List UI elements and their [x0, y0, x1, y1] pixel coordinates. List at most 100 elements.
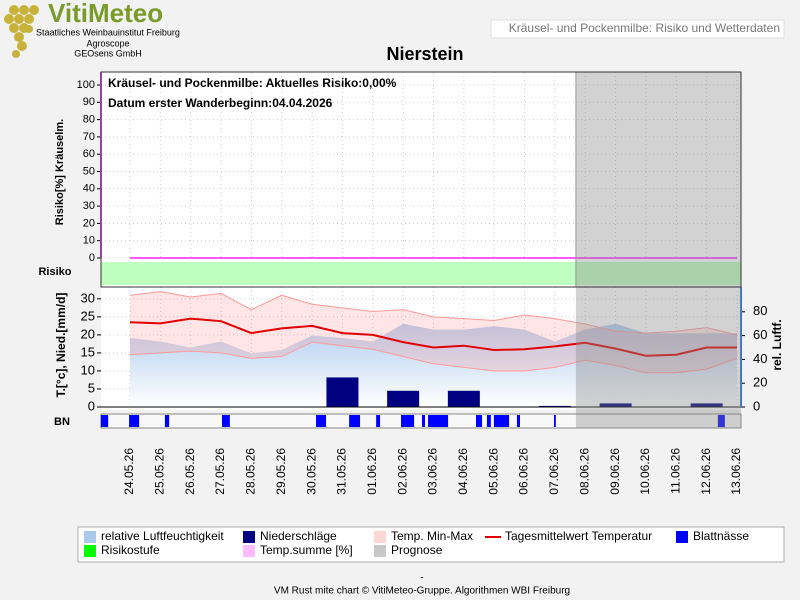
legend-label: relative Luftfeuchtigkeit: [101, 529, 224, 543]
legend-box: [77, 526, 785, 563]
y-tick-label: 100: [77, 79, 95, 91]
x-tick-label: 04.06.26: [456, 448, 470, 495]
y-tick-label: 60: [83, 148, 95, 160]
leaf-wetness: [493, 415, 510, 427]
page-title: Kräusel- und Pockenmilbe: Risiko und Wet…: [509, 21, 780, 35]
legend-label: Prognose: [391, 543, 443, 557]
footer-dash: -: [420, 573, 423, 584]
legend-label: Temp.summe [%]: [260, 543, 353, 557]
leaf-wetness: [129, 415, 140, 427]
precip-bar: [326, 377, 359, 407]
risk-strip: [101, 262, 741, 285]
precip-bar: [447, 390, 480, 407]
x-tick-label: 05.06.26: [486, 448, 500, 495]
annotation: Datum erster Wanderbeginn:04.04.2026: [108, 96, 333, 110]
legend-label: Blattnässe: [693, 529, 749, 543]
min-max-band: [130, 291, 737, 373]
org-line: Staatliches Weinbauinstitut Freiburg: [36, 27, 180, 37]
x-tick-label: 07.06.26: [547, 448, 561, 495]
leaf-wetness: [100, 415, 109, 427]
precip-bar: [538, 405, 571, 407]
x-tick-label: 12.06.26: [699, 448, 713, 495]
precip-bar: [599, 403, 632, 407]
title-box: [490, 19, 785, 39]
annotation: Kräusel- und Pockenmilbe: Aktuelles Risi…: [108, 76, 397, 90]
x-tick-label: 11.06.26: [668, 448, 682, 494]
x-tick-label: 30.05.26: [304, 448, 318, 495]
x-tick-label: 10.06.26: [638, 448, 652, 495]
y2-axis-label: rel. Luftf.: [770, 319, 784, 370]
precip-bar: [387, 390, 420, 407]
bn-label: BN: [54, 416, 70, 428]
x-tick-label: 27.05.26: [213, 448, 227, 495]
temp-min-line: [129, 341, 738, 374]
legend-swatch: [243, 545, 255, 557]
leaf-wetness: [401, 415, 415, 427]
legend-label: Tagesmittelwert Temperatur: [505, 529, 652, 543]
leaf-wetness: [164, 415, 170, 427]
x-tick-label: 03.06.26: [426, 448, 440, 495]
humidity-area: [130, 323, 737, 407]
x-tick-label: 26.05.26: [183, 448, 197, 495]
legend-swatch: [84, 545, 96, 557]
temp-mean-line: [129, 317, 737, 357]
leaf-wetness: [421, 415, 426, 427]
org-line: GEOsens GmbH: [74, 48, 142, 58]
y2-tick-label: 60: [753, 327, 767, 342]
y2-tick-label: 0: [753, 398, 760, 413]
y2-tick-label: 20: [753, 375, 767, 390]
x-tick-label: 25.05.26: [153, 448, 167, 495]
y-tick-label: 15: [81, 344, 95, 359]
org-line: Agroscope: [86, 38, 129, 48]
legend-swatch: [84, 531, 96, 543]
y-tick-label: 25: [81, 308, 95, 323]
x-tick-label: 29.05.26: [274, 448, 288, 495]
x-tick-label: 02.06.26: [395, 448, 409, 495]
y-tick-label: 90: [83, 96, 95, 108]
legend-label: Risikostufe: [101, 543, 160, 557]
y-tick-label: 40: [83, 183, 95, 195]
x-tick-label: 13.06.26: [729, 448, 743, 495]
legend-swatch: [374, 545, 386, 557]
y-tick-label: 5: [88, 380, 95, 395]
y-tick-label: 70: [83, 131, 95, 143]
chart-title: Nierstein: [386, 44, 463, 64]
leaf-wetness: [553, 415, 556, 427]
risk-label: Risiko: [38, 266, 71, 278]
x-tick-label: 09.06.26: [608, 448, 622, 495]
y-tick-label: 0: [88, 398, 95, 413]
leaf-wetness: [221, 415, 230, 427]
legend-swatch: [374, 531, 386, 543]
logo-text: VitiMeteo: [48, 0, 163, 28]
leaf-wetness: [475, 415, 483, 427]
y-axis-label: Risiko[%] Kräuselm.: [54, 119, 66, 225]
y-tick-label: 20: [81, 326, 95, 341]
x-tick-label: 06.06.26: [517, 448, 531, 495]
legend-swatch: [243, 531, 255, 543]
logo-grapes: [4, 5, 39, 58]
y-tick-label: 50: [83, 165, 95, 177]
y-tick-label: 30: [83, 200, 95, 212]
y-tick-label: 10: [83, 235, 95, 247]
legend-swatch: [676, 531, 688, 543]
x-tick-label: 01.06.26: [365, 448, 379, 495]
y2-tick-label: 80: [753, 303, 767, 318]
leaf-wetness: [516, 415, 520, 427]
forecast-area: [575, 72, 741, 428]
leaf-wetness: [349, 415, 361, 427]
y-tick-label: 10: [81, 362, 95, 377]
leaf-wetness: [486, 415, 491, 427]
footer-credit: VM Rust mite chart © VitiMeteo-Gruppe. A…: [274, 586, 570, 597]
y-tick-label: 20: [83, 217, 95, 229]
temp-max-line: [129, 291, 738, 336]
leaf-wetness: [428, 415, 449, 427]
leaf-wetness: [376, 415, 381, 427]
x-tick-label: 24.05.26: [122, 448, 136, 495]
leaf-wetness: [316, 415, 327, 427]
y-tick-label: 0: [89, 252, 95, 264]
x-tick-label: 28.05.26: [244, 448, 258, 495]
x-tick-label: 31.05.26: [335, 448, 349, 495]
y2-tick-label: 40: [753, 351, 767, 366]
